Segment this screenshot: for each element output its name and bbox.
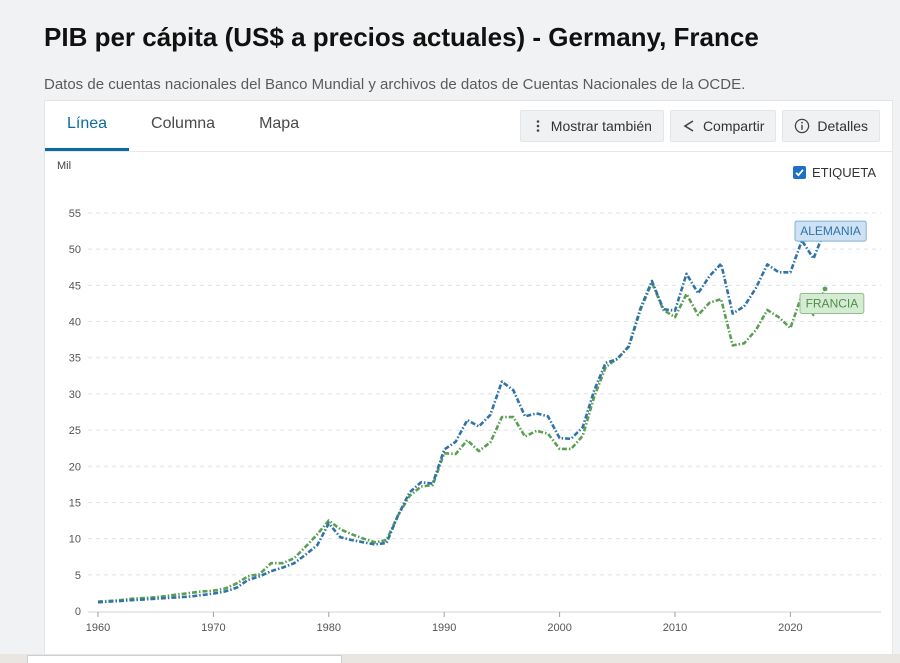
tab-line[interactable]: Línea (45, 101, 130, 151)
label-toggle-text: ETIQUETA (811, 165, 876, 180)
info-icon (794, 118, 810, 134)
y-tick-label: 10 (69, 534, 81, 546)
x-tick-label: 1970 (201, 622, 225, 634)
label-toggle: ETIQUETA (792, 165, 876, 180)
x-tick-label: 1960 (86, 622, 110, 634)
chart-actions: Mostrar también Compartir Detalles (519, 110, 880, 142)
line-chart: 0 5 10 15 20 25 30 35 40 45 50 55 Mil 1960 1970 1980 199… (57, 160, 881, 634)
share-label: Compartir (702, 118, 765, 134)
y-tick-label: 45 (69, 280, 81, 292)
bottom-strip (0, 654, 900, 663)
series-line-alemania (97, 229, 827, 604)
y-tick-label: 20 (69, 461, 81, 473)
y-tick-label: 50 (69, 244, 81, 256)
series-label-box-francia (799, 292, 865, 314)
y-tick-label: 35 (69, 353, 81, 365)
tab-map[interactable]: Mapa (259, 115, 300, 132)
series-label-box-alemania (794, 220, 867, 242)
y-tick-label: 30 (69, 389, 81, 401)
y-tick-label: 55 (69, 208, 81, 220)
page-title: PIB per cápita (US$ a precios actuales) … (44, 22, 759, 52)
share-button[interactable]: Compartir (669, 110, 777, 142)
show-also-label: Mostrar también (550, 118, 652, 134)
y-tick-label: 25 (69, 425, 81, 437)
y-axis-label: Mil (57, 160, 71, 172)
tab-column[interactable]: Columna (151, 115, 216, 132)
y-tick-label: 15 (69, 497, 81, 509)
y-tick-label: 40 (69, 317, 81, 329)
x-tick-label: 2020 (778, 622, 802, 634)
x-tick-label: 2010 (663, 622, 687, 634)
tab-divider (45, 151, 892, 152)
page-subtitle: Datos de cuentas nacionales del Banco Mu… (44, 76, 746, 93)
show-also-button[interactable]: Mostrar también (519, 110, 664, 142)
label-checkbox[interactable] (792, 166, 806, 179)
x-tick-label: 2000 (547, 622, 571, 634)
more-vertical-icon (532, 119, 544, 133)
chart-type-tabs: Línea Columna Mapa (45, 101, 321, 151)
y-tick-label: 0 (75, 606, 81, 618)
details-button[interactable]: Detalles (782, 110, 880, 142)
bottom-panel-edge (27, 655, 342, 663)
details-label: Detalles (817, 118, 868, 134)
x-tick-label: 1980 (317, 622, 341, 634)
series-label-francia: FRANCIA (806, 296, 859, 310)
y-tick-label: 5 (75, 570, 81, 582)
series-line-francia (97, 281, 827, 603)
x-tick-label: 1990 (432, 622, 456, 634)
series-end-point-francia (822, 286, 828, 292)
series-label-alemania: ALEMANIA (800, 224, 861, 238)
chart-panel: Línea Columna Mapa Mostrar también Compa… (44, 100, 893, 663)
share-icon (682, 119, 696, 133)
